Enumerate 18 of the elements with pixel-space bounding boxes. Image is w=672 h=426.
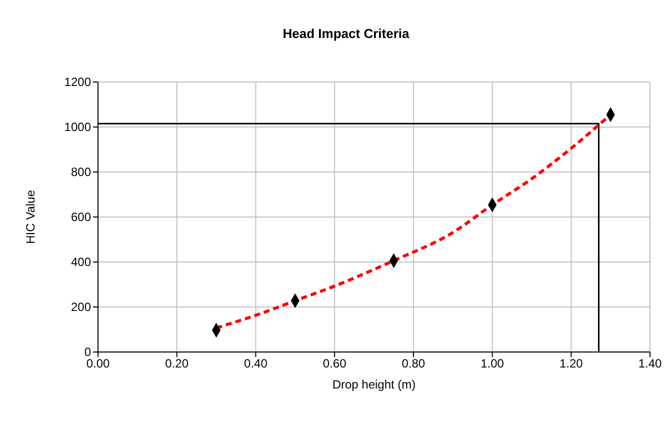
y-tick-label: 1000 [64, 120, 92, 134]
x-tick-label: 0.80 [402, 356, 426, 371]
y-tick-label: 0 [84, 345, 92, 359]
y-tick-label: 400 [70, 255, 92, 269]
x-tick-label: 0.60 [322, 356, 347, 371]
x-tick-label: 1.00 [480, 356, 504, 371]
y-tick-label: 800 [70, 165, 92, 179]
x-tick-label: 0.20 [165, 356, 189, 371]
x-tick-label: 1.20 [559, 356, 584, 371]
x-tick-label: 0.40 [244, 356, 268, 371]
y-tick-label: 1200 [64, 75, 92, 89]
y-tick-label: 200 [70, 300, 92, 314]
y-tick-label: 600 [70, 210, 92, 224]
x-tick-label: 1.40 [638, 356, 662, 371]
chart-title: Head Impact Criteria [282, 26, 410, 41]
x-axis-title: Drop height (m) [332, 378, 416, 392]
x-tick-label: 0.00 [86, 356, 110, 371]
y-axis-title: HIC Value [23, 190, 38, 244]
